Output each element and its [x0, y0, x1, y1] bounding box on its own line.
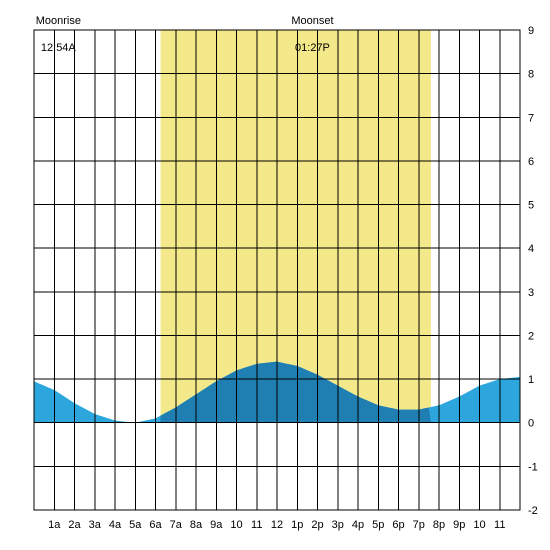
svg-text:4p: 4p — [352, 519, 364, 531]
svg-text:5p: 5p — [372, 519, 384, 531]
svg-text:6p: 6p — [392, 519, 404, 531]
moonrise-label: Moonrise 12:54A — [23, 2, 80, 68]
svg-text:6a: 6a — [149, 519, 162, 531]
svg-text:3: 3 — [528, 287, 534, 299]
svg-text:4: 4 — [528, 243, 534, 255]
svg-text:11: 11 — [494, 519, 505, 531]
svg-text:10: 10 — [473, 519, 485, 531]
chart-svg: -2-101234567891a2a3a4a5a6a7a8a9a1011121p… — [0, 0, 550, 550]
moonset-time: 01:27P — [295, 42, 330, 54]
svg-text:3a: 3a — [89, 519, 102, 531]
svg-text:8a: 8a — [190, 519, 203, 531]
moonrise-time: 12:54A — [41, 42, 76, 54]
svg-text:6: 6 — [528, 156, 534, 168]
svg-text:4a: 4a — [109, 519, 122, 531]
svg-text:1a: 1a — [48, 519, 61, 531]
svg-text:9: 9 — [528, 25, 534, 37]
svg-text:11: 11 — [251, 519, 262, 531]
svg-text:7: 7 — [528, 112, 534, 124]
svg-text:9a: 9a — [210, 519, 223, 531]
svg-text:9p: 9p — [453, 519, 465, 531]
svg-text:8: 8 — [528, 69, 534, 81]
moonset-label: Moonset 01:27P — [279, 2, 333, 68]
svg-text:2a: 2a — [68, 519, 81, 531]
svg-text:2: 2 — [528, 330, 534, 342]
svg-text:8p: 8p — [433, 519, 445, 531]
svg-text:1p: 1p — [291, 519, 303, 531]
svg-text:12: 12 — [271, 519, 283, 531]
svg-text:10: 10 — [230, 519, 242, 531]
svg-text:7p: 7p — [413, 519, 425, 531]
svg-text:1: 1 — [528, 374, 534, 386]
svg-text:-2: -2 — [528, 505, 538, 517]
moonrise-title: Moonrise — [36, 15, 81, 27]
svg-text:-1: -1 — [528, 461, 538, 473]
svg-text:2p: 2p — [311, 519, 323, 531]
moonset-title: Moonset — [291, 15, 333, 27]
svg-text:7a: 7a — [170, 519, 183, 531]
tide-chart: Moonrise 12:54A Moonset 01:27P -2-101234… — [0, 0, 550, 550]
svg-text:0: 0 — [528, 418, 534, 430]
svg-text:3p: 3p — [332, 519, 344, 531]
svg-text:5: 5 — [528, 200, 534, 212]
svg-text:5a: 5a — [129, 519, 142, 531]
